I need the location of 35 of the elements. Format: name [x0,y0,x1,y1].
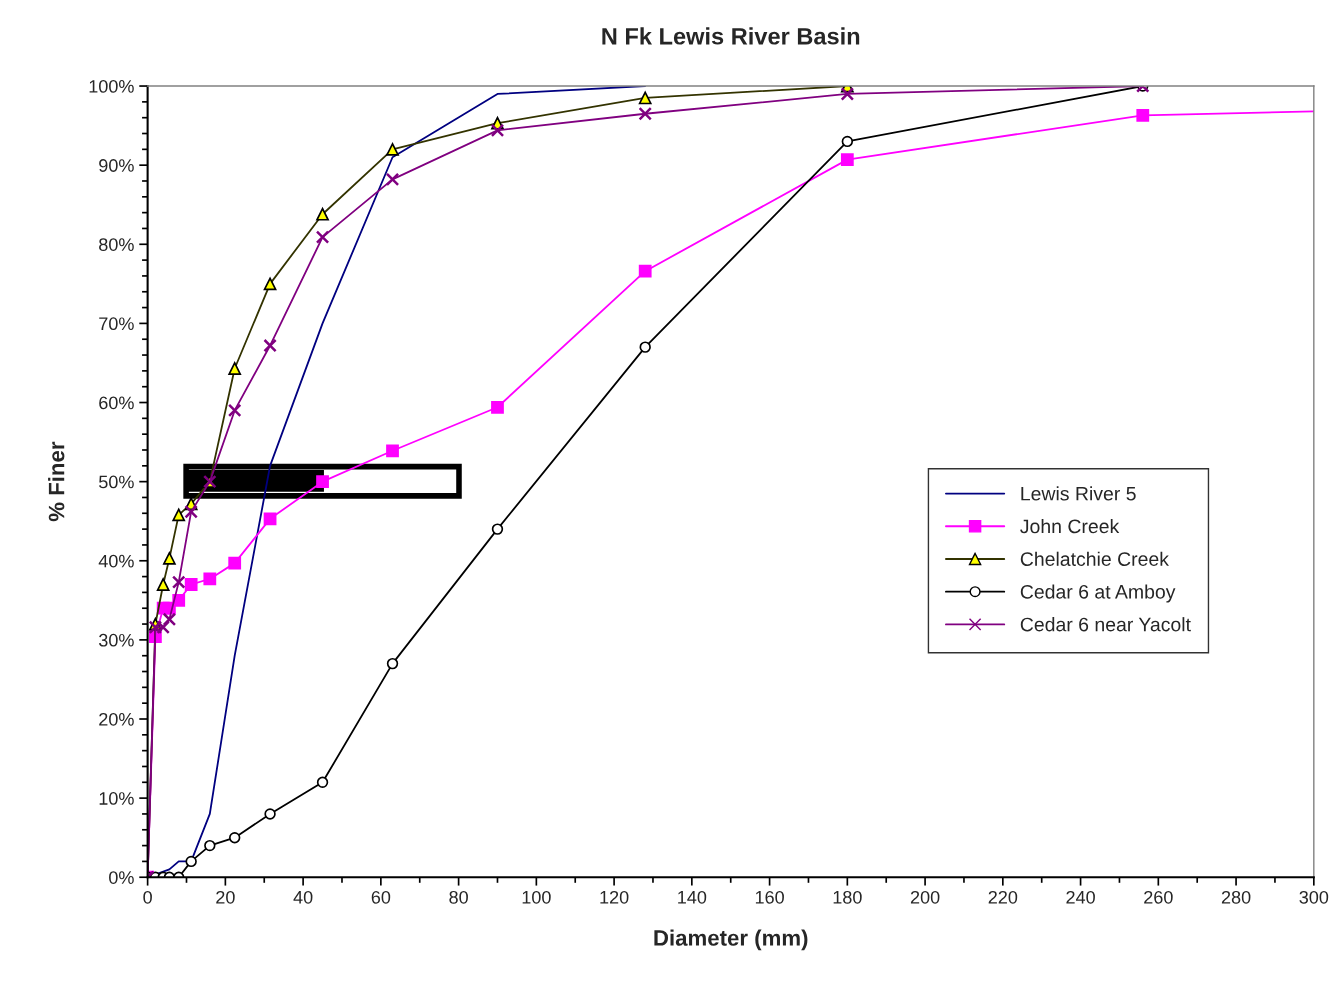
y-tick-label: 40% [98,554,134,568]
y-tick-label: 30% [98,633,134,647]
x-tick-label: 200 [910,890,940,904]
x-tick-label: 260 [1144,890,1173,904]
y-tick-label: 20% [99,712,134,726]
y-tick-label: 100% [89,79,134,93]
chart-title: N Fk Lewis River Basin [602,27,860,45]
x-tick-label: 140 [678,890,707,904]
x-tick-label: 160 [755,890,784,904]
y-tick-label: 80% [99,238,134,251]
y-tick-label: 60% [99,396,134,410]
x-tick-label: 20 [216,890,235,904]
y-tick-label: 90% [99,159,134,172]
legend-label: Chelatchie Creek [1020,551,1169,566]
x-tick-label: 80 [449,890,468,904]
x-tick-label: 120 [600,890,629,904]
y-tick-label: 0% [109,871,134,884]
x-tick-label: 40 [293,890,313,904]
x-tick-label: 280 [1221,890,1251,904]
y-tick-label: 10% [99,792,134,805]
legend-label: Lewis River 5 [1021,486,1136,501]
legend-label: Cedar 6 near Yacolt [1020,617,1191,632]
x-tick-label: 0 [143,890,152,904]
x-tick-label: 220 [988,890,1018,904]
x-tick-label: 180 [833,890,862,904]
x-tick-label: 60 [371,890,391,904]
y-tick-label: 70% [99,317,134,331]
y-axis-title: % Finer [48,441,65,522]
x-tick-label: 100 [522,890,551,904]
y-tick-label: 50% [99,475,134,489]
x-tick-label: 240 [1066,890,1095,904]
x-axis-title: Diameter (mm) [654,929,808,951]
x-tick-label: 300 [1299,890,1329,904]
legend-label: Cedar 6 at Amboy [1020,584,1176,603]
legend-label: John Creek [1020,518,1120,534]
